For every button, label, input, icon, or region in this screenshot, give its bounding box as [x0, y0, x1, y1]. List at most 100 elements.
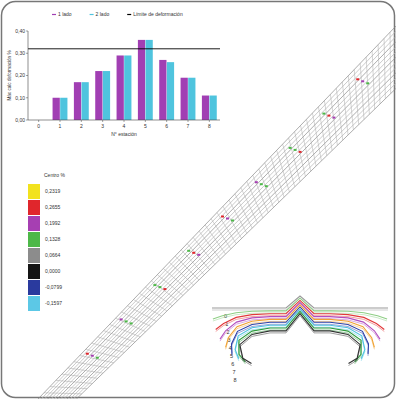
mesh-rib	[360, 63, 364, 119]
mesh-rib	[68, 368, 103, 373]
bar	[117, 55, 124, 120]
mesh-rib	[259, 169, 274, 207]
bar	[202, 96, 209, 120]
mesh-rib	[289, 138, 301, 182]
station-label: 6	[231, 361, 234, 367]
color-label: 0,1992	[45, 220, 61, 226]
mesh-rib	[312, 113, 321, 161]
mesh-rib	[336, 88, 342, 140]
y-tick	[26, 75, 28, 76]
profiles: 012345678	[212, 296, 388, 383]
legend-label: Límite de deformación	[133, 11, 183, 17]
bar	[188, 78, 195, 120]
x-tick	[209, 120, 210, 122]
x-tick	[145, 120, 146, 122]
y-tick-label: 0,20	[15, 72, 25, 78]
frame	[2, 2, 395, 398]
x-tick	[81, 120, 82, 122]
mesh-line	[57, 57, 396, 399]
mesh-spot	[187, 250, 190, 252]
x-tick-label: 5	[144, 123, 147, 129]
mesh-spot	[361, 80, 364, 82]
mesh-spot	[125, 320, 128, 322]
bar	[167, 62, 174, 120]
profile-line	[220, 303, 380, 340]
y-tick	[26, 31, 28, 32]
bar	[95, 71, 102, 120]
bar	[103, 71, 110, 120]
x-tick-label: 6	[165, 123, 168, 129]
mesh-rib	[307, 119, 317, 166]
color-label: -0,0799	[45, 284, 62, 290]
station-label: 8	[234, 377, 237, 383]
y-tick-label: 0,10	[15, 95, 25, 101]
mesh-rib	[342, 82, 348, 135]
mesh-rib	[271, 157, 284, 198]
mesh-rib	[295, 132, 306, 177]
mesh-spot	[163, 288, 166, 290]
mesh-rib	[229, 200, 247, 233]
mesh-rib	[116, 318, 146, 332]
x-tick	[102, 120, 103, 122]
mesh-spot	[299, 151, 302, 153]
mesh-rib	[366, 57, 369, 114]
mesh-rib	[235, 194, 252, 228]
mesh-rib	[50, 387, 87, 389]
color-label: 0,2655	[45, 204, 61, 210]
mesh-rib	[139, 293, 167, 311]
x-tick-label: 4	[123, 123, 126, 129]
profile-line	[239, 313, 361, 364]
mesh-rib	[104, 331, 135, 342]
mesh-spot	[265, 185, 268, 187]
mesh-spot	[96, 357, 99, 359]
color-swatch	[28, 264, 40, 279]
station-label: 0	[224, 313, 227, 319]
y-tick-label: 0,00	[15, 117, 25, 123]
mesh-rib	[133, 300, 161, 317]
color-swatch	[28, 280, 40, 295]
mesh-line	[54, 52, 396, 399]
mesh-rib	[372, 51, 375, 109]
mesh-rib	[211, 219, 231, 249]
x-tick	[60, 120, 61, 122]
mesh-spot	[356, 78, 359, 80]
mesh-spot	[130, 322, 133, 324]
mesh-rib	[181, 250, 204, 275]
color-label: 0,1328	[45, 236, 61, 242]
mesh-spot	[260, 183, 263, 185]
mesh-spot	[153, 284, 156, 286]
bar	[138, 40, 145, 120]
mesh-line	[70, 78, 396, 399]
mesh-rib	[175, 256, 199, 280]
legend-swatch	[127, 14, 131, 15]
mesh-rib	[283, 144, 295, 187]
bar	[74, 82, 81, 120]
mesh-spot	[197, 254, 200, 256]
chart-bg	[28, 10, 224, 120]
legend: 1 lado2 ladoLímite de deformación	[52, 11, 183, 17]
mesh-rib	[92, 343, 125, 352]
mesh-spot	[91, 355, 94, 357]
mesh-spot	[255, 181, 258, 183]
y-tick	[26, 53, 28, 54]
mesh-rib	[330, 94, 337, 145]
bar	[181, 78, 188, 120]
bar	[60, 98, 67, 120]
bar	[53, 98, 60, 120]
color-legend: Centro %0,23190,26550,19920,13280,06640,…	[28, 172, 65, 311]
mesh-spot	[327, 115, 330, 117]
mesh-rib	[74, 362, 109, 368]
canvas: 0,000,100,200,300,40012345678N° estación…	[0, 0, 396, 399]
mesh-rib	[86, 349, 119, 357]
mesh-rib	[277, 150, 290, 192]
plot-marks	[28, 40, 220, 120]
color-swatch	[28, 200, 40, 215]
color-swatch	[28, 296, 40, 311]
mesh-rib	[265, 163, 279, 203]
mesh-spot	[289, 147, 292, 149]
x-axis-label: N° estación	[111, 131, 137, 137]
x-tick-label: 3	[101, 123, 104, 129]
mesh-rib	[390, 32, 392, 93]
mesh-rib	[205, 225, 225, 254]
mesh-rib	[354, 70, 358, 125]
